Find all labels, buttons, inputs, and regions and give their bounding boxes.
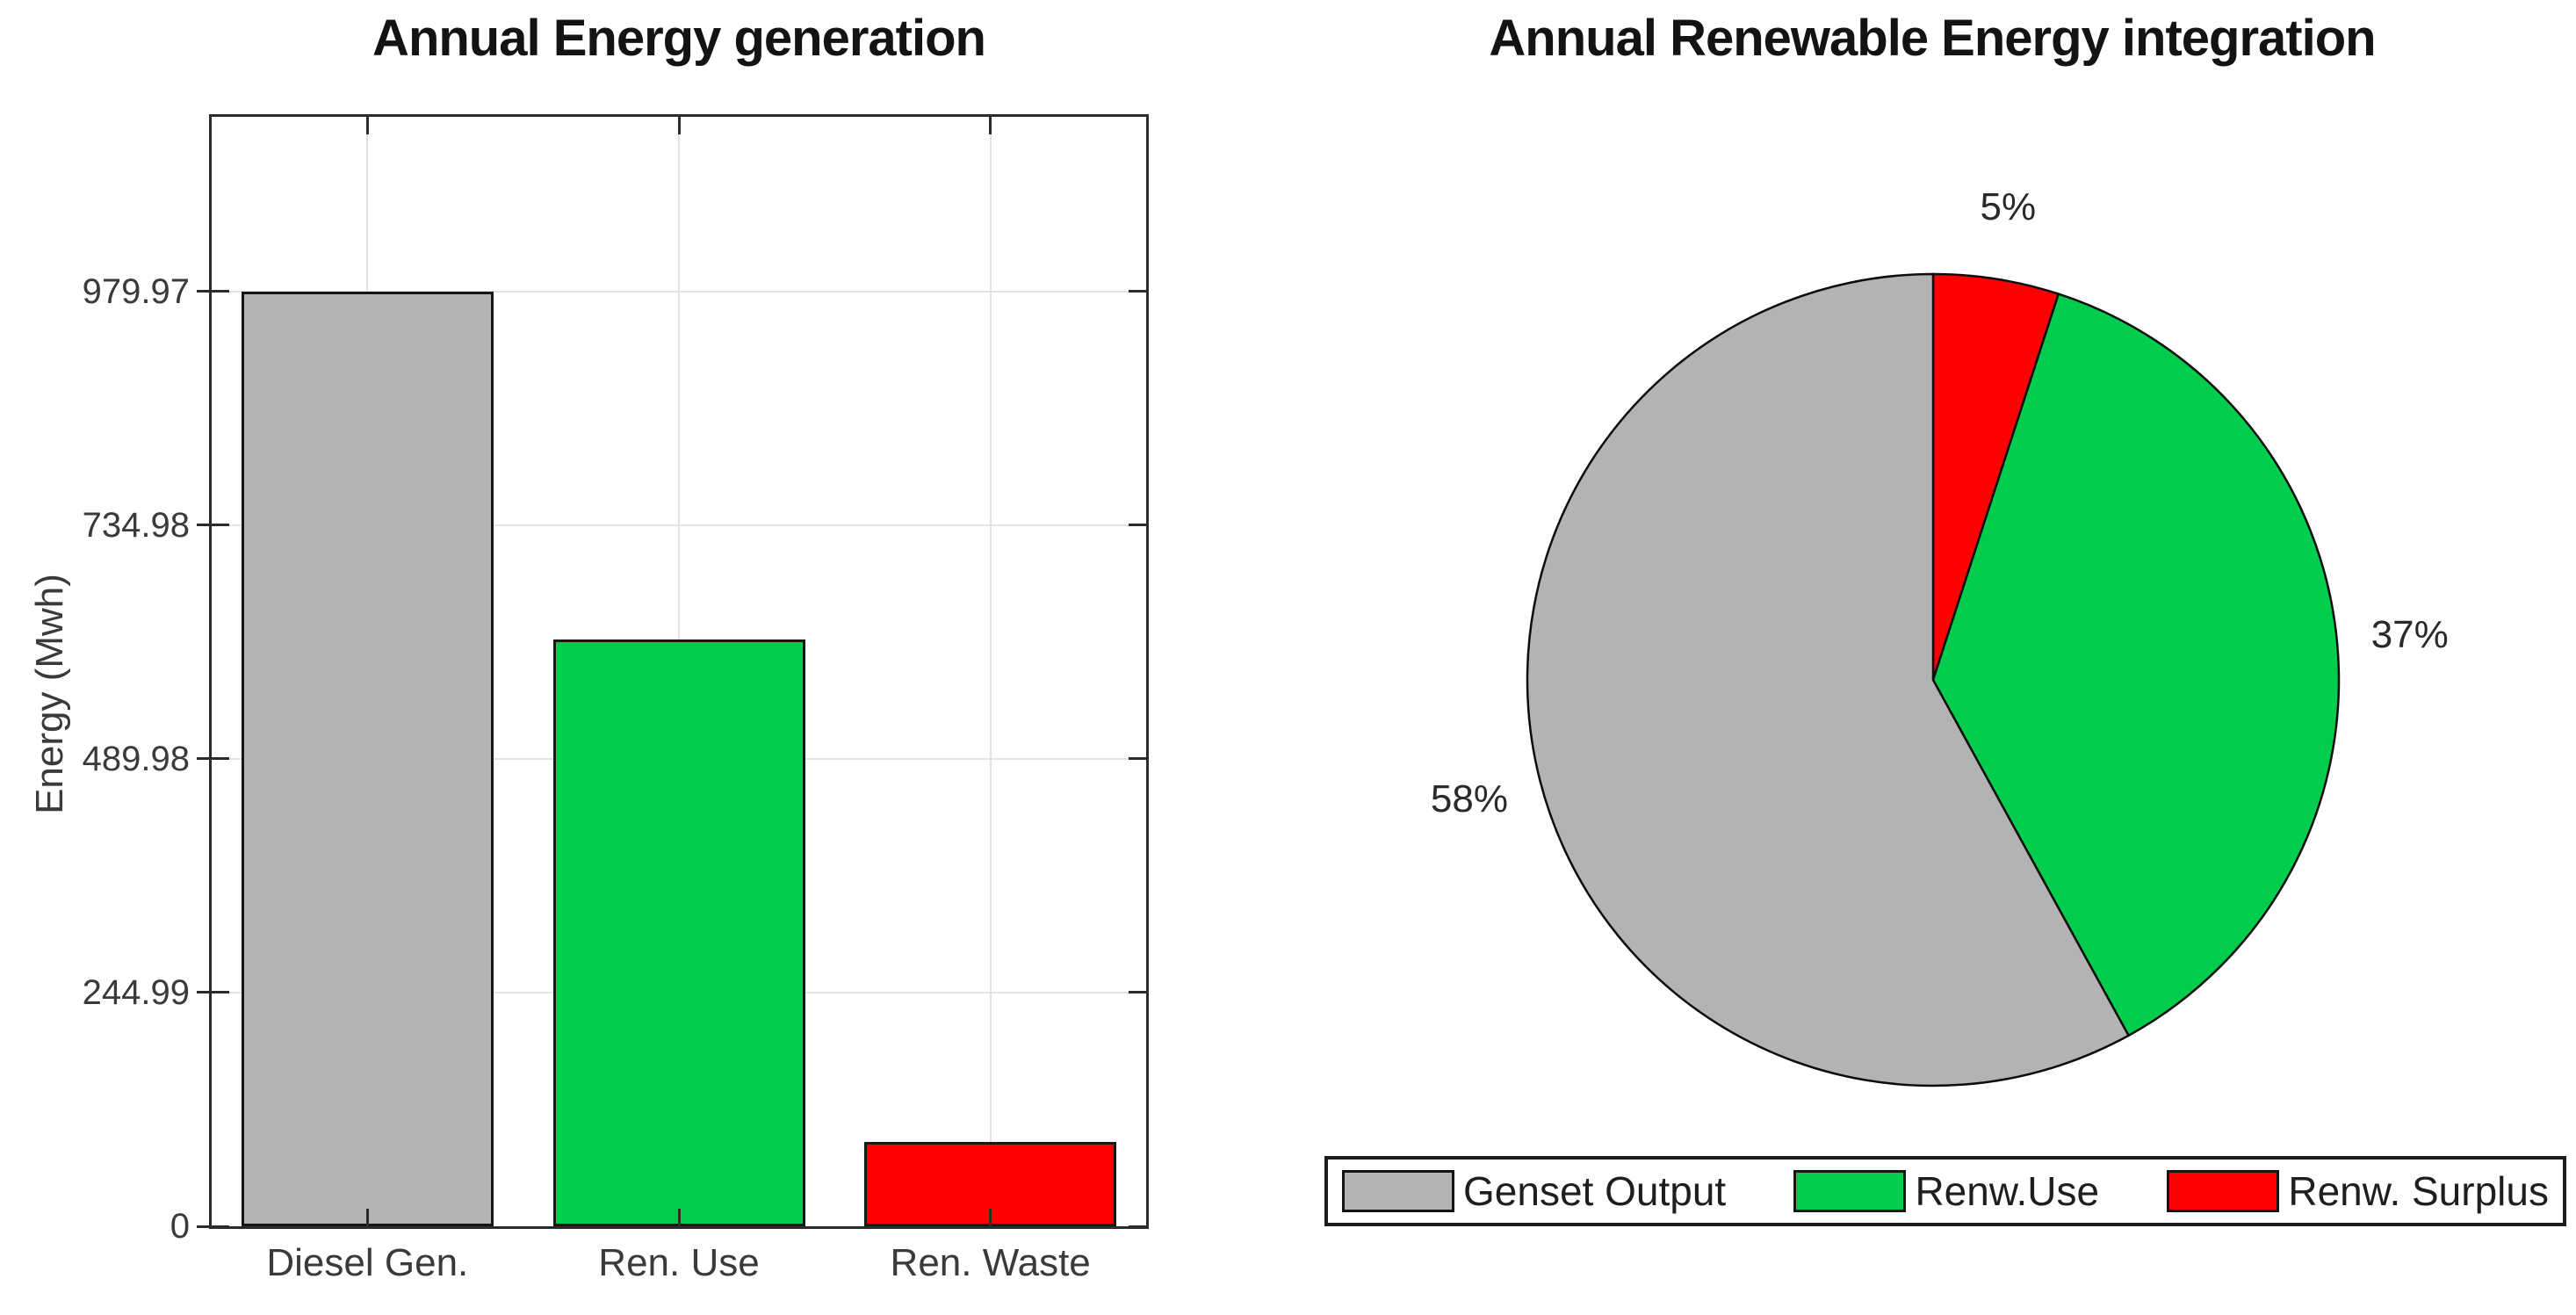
y-tick-mark [1129,757,1146,761]
pie-slice-renw-use [1931,293,2341,1037]
y-tick-mark-outer [197,1225,209,1228]
y-tick-label-734-98: 734.98 [82,505,190,545]
y-tick-label-0: 0 [170,1207,190,1246]
y-tick-mark [1129,991,1146,994]
legend-label: Genset Output [1463,1168,1727,1214]
y-tick-mark-outer [197,757,209,761]
renw-surplus-swatch [2167,1170,2280,1212]
pie-chart-title: Annual Renewable Energy integration [1489,10,2376,67]
vertical-gridline [989,117,992,1226]
y-tick-mark-outer [197,991,209,994]
horizontal-gridline [212,290,1146,293]
x-tick-label-diesel-gen: Diesel Gen. [266,1241,469,1284]
x-tick-mark [677,117,681,134]
horizontal-gridline [212,524,1146,526]
bar-diesel-gen [241,292,494,1226]
y-tick-mark-outer [197,524,209,527]
y-tick-label-489-98: 489.98 [82,739,190,778]
bar-plot-area [209,114,1149,1229]
legend-item-renw-surplus: Renw. Surplus [2167,1167,2549,1215]
bar-chart-title: Annual Energy generation [372,10,986,67]
x-tick-mark [365,1209,369,1226]
renw-use-swatch [1793,1170,1907,1212]
pie-percent-label-renw-surplus: 5% [1980,184,2037,228]
y-tick-mark [212,991,229,994]
legend-item-renw-use: Renw.Use [1793,1167,2099,1215]
y-tick-label-244-99: 244.99 [82,972,190,1012]
y-tick-mark [212,1225,229,1228]
legend-item-genset-output: Genset Output [1342,1167,1726,1215]
y-tick-mark [212,757,229,761]
y-tick-mark [1129,290,1146,293]
legend-label: Renw.Use [1915,1168,2100,1214]
pie-slice-renw-surplus [1931,272,2060,681]
legend-label: Renw. Surplus [2288,1168,2549,1214]
y-tick-mark [212,524,229,527]
x-tick-label-ren-use: Ren. Use [598,1241,760,1284]
y-tick-mark [1129,1225,1146,1228]
x-tick-mark [677,1209,681,1226]
bar-ren-use [552,639,805,1226]
x-tick-mark [989,1209,992,1226]
x-tick-label-ren-waste: Ren. Waste [890,1241,1091,1284]
pie-percent-label-genset-output: 58% [1430,777,1508,820]
genset-output-swatch [1342,1170,1454,1212]
x-tick-mark [365,117,369,134]
legend: Genset Output Renw.Use Renw. Surplus [1324,1156,2566,1226]
y-tick-mark [1129,524,1146,527]
y-tick-label-979-97: 979.97 [82,271,190,311]
y-tick-mark-outer [197,290,209,293]
y-tick-mark [212,290,229,293]
pie-percent-label-renw-use: 37% [2370,612,2449,656]
x-tick-mark [989,117,992,134]
pie-slice-genset-output [1526,272,2131,1087]
pie-chart [1526,272,2341,1087]
